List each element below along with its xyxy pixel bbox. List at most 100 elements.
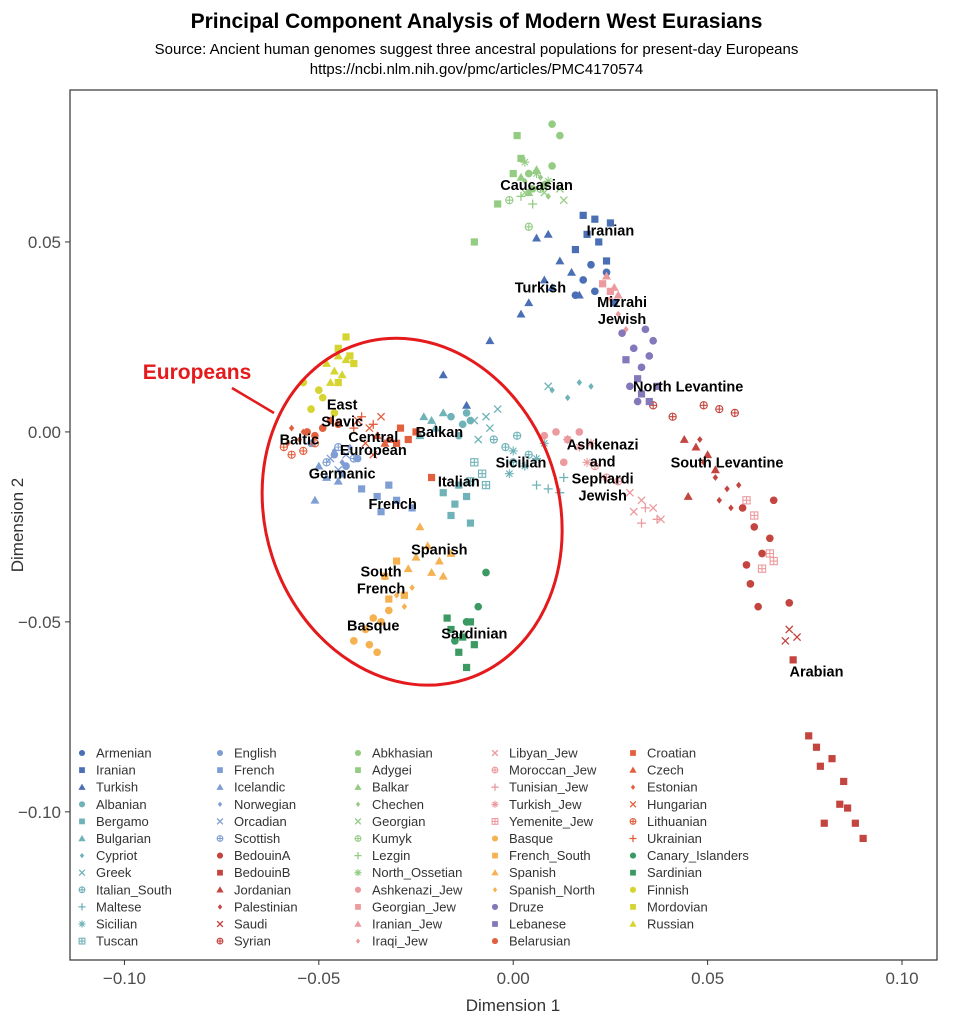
data-point-basque xyxy=(369,614,378,622)
data-point-iranian xyxy=(606,219,615,227)
data-point-orcadian xyxy=(341,450,351,459)
data-point-bedouina xyxy=(750,523,759,531)
data-point-bedouina xyxy=(742,561,751,569)
data-point-lithuanian xyxy=(279,442,288,452)
data-point-norwegian xyxy=(347,443,353,451)
data-point-bedouinb xyxy=(812,743,821,751)
data-point-cypriot xyxy=(576,379,583,386)
data-point-belarusian xyxy=(326,416,335,425)
data-point-orcadian xyxy=(326,454,335,463)
data-point-chechen xyxy=(537,174,544,181)
legend-marker xyxy=(630,750,636,756)
data-point-finnish xyxy=(315,386,323,394)
data-point-mordovian xyxy=(334,378,342,387)
data-point-abkhasian xyxy=(556,131,564,140)
legend-marker xyxy=(78,801,86,808)
group-label: South French xyxy=(357,565,405,598)
data-point-adygei xyxy=(470,238,478,246)
legend-label: Norwegian xyxy=(234,797,296,812)
data-point-abkhasian xyxy=(548,162,556,170)
data-point-turkish xyxy=(539,275,549,284)
data-point-bedouinb xyxy=(836,800,844,808)
data-point-iranian xyxy=(602,257,611,265)
data-point-bulgarian xyxy=(430,423,440,432)
group-label: Basque xyxy=(347,619,399,635)
europeans-ellipse xyxy=(260,336,564,687)
legend-label: Croatian xyxy=(647,746,696,761)
legend-item-yemenite-jew: Yemenite_Jew xyxy=(491,814,594,829)
legend-item-iranian: Iranian xyxy=(79,763,136,778)
data-point-moroccan-jew xyxy=(602,473,611,482)
data-point-basque xyxy=(365,640,374,649)
data-point-georgian-jew xyxy=(606,287,615,295)
legend-marker xyxy=(354,749,362,757)
legend-item-iraqi-jew: Iraqi_Jew xyxy=(355,934,428,949)
data-point-bedouinb xyxy=(820,819,828,827)
legend-label: Sardinian xyxy=(647,865,702,880)
data-point-yemenite-jew xyxy=(757,564,767,573)
legend-label: Mordovian xyxy=(647,899,708,914)
data-point-turkish-jew xyxy=(582,457,592,467)
data-point-lezgin xyxy=(528,199,538,209)
legend-label: Balkar xyxy=(372,780,410,795)
data-point-abkhasian xyxy=(524,169,533,178)
data-point-saudi xyxy=(785,625,794,634)
data-point-georgian xyxy=(555,184,564,193)
legend-item-bedouinb: BedouinB xyxy=(217,865,290,880)
legend-label: Bulgarian xyxy=(96,831,151,846)
legend-item-french-south: French_South xyxy=(492,848,591,863)
legend-item-lezgin: Lezgin xyxy=(354,848,410,863)
data-point-georgian xyxy=(520,188,529,197)
legend-label: Russian xyxy=(647,917,694,932)
legend-item-cypriot: Cypriot xyxy=(79,848,138,863)
data-point-basque xyxy=(361,625,370,634)
data-point-hungarian xyxy=(353,416,362,425)
data-point-russian xyxy=(329,366,339,375)
data-point-iraqi-jew xyxy=(615,310,621,318)
data-point-druze xyxy=(618,329,626,337)
data-point-lebanese xyxy=(637,390,646,398)
legend-marker xyxy=(78,886,86,894)
data-point-chechen xyxy=(545,193,551,200)
data-point-tuscan xyxy=(481,480,491,490)
group-label: North Levantine xyxy=(633,379,743,395)
data-point-yemenite-jew xyxy=(769,556,778,566)
group-label: South Levantine xyxy=(671,455,784,471)
data-point-iraqi-jew xyxy=(607,295,614,303)
group-label: Turkish xyxy=(515,281,566,297)
data-point-chechen xyxy=(522,177,528,185)
group-label: French xyxy=(369,497,417,513)
data-point-tunisian-jew xyxy=(640,503,650,513)
data-point-ashkenazi-jew xyxy=(575,428,584,436)
data-point-bulgarian xyxy=(438,408,448,417)
data-point-moroccan-jew xyxy=(590,461,600,471)
data-point-bedouina xyxy=(746,580,755,588)
group-label: Baltic xyxy=(280,433,320,449)
group-label: Iranian xyxy=(587,224,635,240)
legend-label: Libyan_Jew xyxy=(509,746,578,761)
legend-item-belarusian: Belarusian xyxy=(491,934,570,949)
legend-label: Palestinian xyxy=(234,899,298,914)
legend-label: English xyxy=(234,746,277,761)
data-point-spanish-north xyxy=(393,591,400,599)
y-tick-label: −0.05 xyxy=(18,613,61,632)
data-point-sardinian xyxy=(462,663,471,672)
data-point-palestinian xyxy=(712,474,719,481)
legend-marker xyxy=(630,869,636,876)
legend-label: Lithuanian xyxy=(647,814,707,829)
data-point-sardinian xyxy=(470,641,478,649)
data-point-palestinian xyxy=(724,485,730,493)
data-point-tuscan xyxy=(477,469,487,478)
data-point-turkish xyxy=(485,336,495,345)
data-point-palestinian xyxy=(728,504,734,512)
legend-label: Yemenite_Jew xyxy=(509,814,594,829)
data-point-bedouinb xyxy=(859,834,867,843)
legend-label: Sicilian xyxy=(96,917,137,932)
data-point-bedouinb xyxy=(843,804,852,812)
data-point-adygei xyxy=(494,200,502,208)
legend-label: Ashkenazi_Jew xyxy=(372,882,463,897)
legend-label: Iraqi_Jew xyxy=(372,934,428,949)
data-point-georgian-jew xyxy=(599,280,607,288)
legend-marker xyxy=(354,852,362,860)
legend-marker xyxy=(216,886,224,893)
